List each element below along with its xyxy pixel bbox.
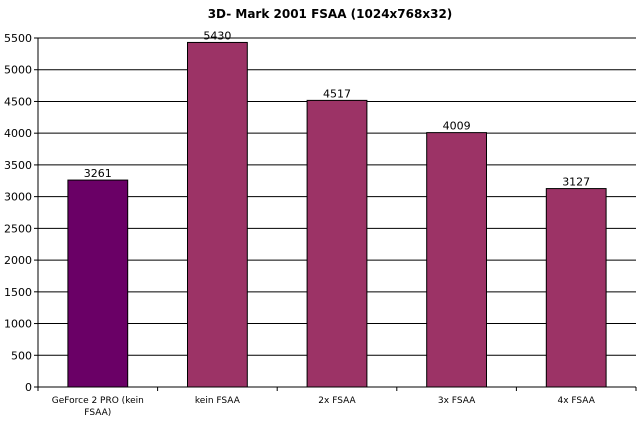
chart-title: 3D- Mark 2001 FSAA (1024x768x32) [208, 7, 453, 21]
data-label: 5430 [203, 29, 231, 42]
category-label: 3x FSAA [438, 396, 476, 406]
bar [187, 41, 248, 388]
category-label-line: kein FSAA [195, 396, 241, 406]
y-tick-label: 5500 [4, 32, 32, 45]
category-label: GeForce 2 PRO (kein FSAA) [52, 396, 144, 418]
data-labels: 3261 5430 4517 4009 3127 [84, 29, 590, 188]
bar [426, 132, 488, 388]
category-label-line: 3x FSAA [438, 396, 476, 406]
category-label: 4x FSAA [558, 396, 596, 406]
y-tick-label: 2500 [4, 222, 32, 235]
y-tick-label: 1000 [4, 318, 32, 331]
category-label: kein FSAA [195, 396, 241, 406]
y-axis-ticks: 0 500 1000 1500 2000 2500 3000 3500 4000 4500 5000… [4, 32, 38, 394]
data-label: 3261 [84, 167, 112, 180]
data-label: 3127 [562, 176, 590, 189]
bar [67, 179, 129, 388]
x-axis-categories: GeForce 2 PRO (kein FSAA) kein FSAA 2x FSAA… [37, 387, 637, 418]
bar [306, 99, 368, 388]
data-label: 4517 [323, 87, 351, 100]
y-tick-label: 3500 [4, 159, 32, 172]
category-label-line: FSAA) [84, 408, 111, 418]
category-label-line: GeForce 2 PRO (kein [52, 396, 144, 406]
y-tick-label: 500 [11, 349, 32, 362]
category-label-line: 2x FSAA [318, 396, 356, 406]
bar [545, 188, 607, 388]
y-tick-label: 3000 [4, 191, 32, 204]
y-tick-label: 0 [25, 381, 32, 394]
y-tick-label: 4000 [4, 127, 32, 140]
y-tick-label: 4500 [4, 95, 32, 108]
bars [67, 41, 607, 388]
y-tick-label: 5000 [4, 64, 32, 77]
y-tick-label: 2000 [4, 254, 32, 267]
category-label-line: 4x FSAA [558, 396, 596, 406]
y-tick-label: 1500 [4, 286, 32, 299]
data-label: 4009 [443, 120, 471, 133]
category-label: 2x FSAA [318, 396, 356, 406]
